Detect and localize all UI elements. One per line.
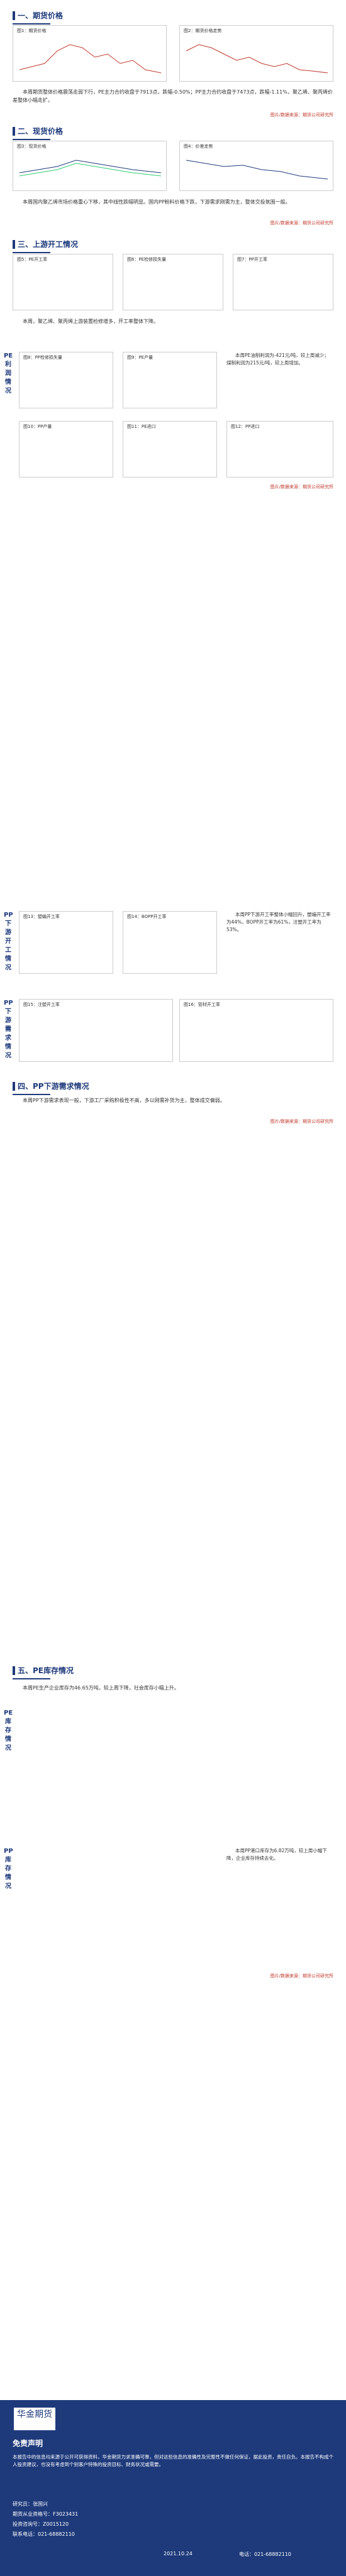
chart-title: 图15：注塑开工率 <box>23 1002 60 1007</box>
title-bar-icon <box>13 126 15 136</box>
chart-title: 图4：价差走势 <box>184 144 213 149</box>
section-inventory: 五、PE库存情况 本周PE生产企业库存为46.65万吨，较上周下降，社会库存小幅… <box>0 1659 346 2400</box>
section-spot: 二、现货价格 图3：现货价格 图4：价差走势 本周国内聚乙烯市场价格重心下移，其… <box>0 119 346 232</box>
chart-title: 图7：PP开工率 <box>237 257 267 262</box>
futures-chart-2-plot <box>186 44 328 74</box>
upstream-paragraph: 本周，聚乙烯、聚丙烯上游装置检修增多，开工率整体下降。 <box>23 319 159 324</box>
section-title-inventory: 五、PE库存情况 <box>13 1665 74 1679</box>
upstream-chart-6: 图10：PP产量 <box>19 421 113 478</box>
futures-paragraph: 本周期货整体价格震荡走弱下行，PE主力合约收盘于7913点，跌幅-0.50%；P… <box>13 89 333 103</box>
section-pp-demand: PP下游开工情况 本周PP下游开工率整体小幅回升，塑编开工率为44%，BOPP开… <box>0 905 346 1659</box>
upstream-chart-3: 图7：PP开工率 <box>233 254 333 310</box>
source-note: 图片/数据来源：期货公司研究所 <box>270 484 333 489</box>
chart-title: 图1：期货价格 <box>17 28 47 33</box>
section-title-pp-demand: 四、PP下游需求情况 <box>13 1081 89 1095</box>
chart-title: 图14：BOPP开工率 <box>127 914 167 919</box>
section-title-futures: 一、期货价格 <box>13 10 63 25</box>
company-logo: 华金期货 <box>13 2406 57 2431</box>
source-note: 图片/数据来源：期货公司研究所 <box>270 1119 333 1124</box>
contact-3: 投资咨询号：Z0015120 <box>13 2521 69 2527</box>
pp-inventory-label: PP库存情况 <box>4 1848 13 1890</box>
chart-title: 图2：期货价格走势 <box>184 28 222 33</box>
section-upstream: 三、上游开工情况 图5：PE开工率 图6：PE检修损失量 图7：PP开工率 本周… <box>0 232 346 905</box>
pp-chart-1: 图13：塑编开工率 <box>19 911 113 974</box>
futures-chart-2: 图2：期货价格走势 <box>179 25 333 82</box>
source-note: 图片/数据来源：期货公司研究所 <box>270 1973 333 1978</box>
pp-downstream-label: PP下游开工情况 <box>4 912 13 971</box>
chart-title: 图10：PP产量 <box>23 424 52 429</box>
pe-inventory-label: PE库存情况 <box>4 1710 13 1752</box>
pp-downstream-text: 本周PP下游开工率整体小幅回升，塑编开工率为44%，BOPP开工率为61%，注塑… <box>226 912 331 932</box>
pp-chart-2: 图14：BOPP开工率 <box>123 911 217 974</box>
upstream-chart-4: 图8：PP检修损失量 <box>19 352 113 408</box>
section-title-upstream: 三、上游开工情况 <box>13 239 78 253</box>
chart-title: 图6：PE检修损失量 <box>127 257 167 262</box>
pe-profit-text: 本周PE油制利润为-421元/吨，较上周减少；煤制利润为215元/吨，较上周增加… <box>226 352 329 366</box>
chart-title: 图12：PP进口 <box>231 424 260 429</box>
chart-title: 图3：现货价格 <box>17 144 47 149</box>
upstream-chart-8: 图12：PP进口 <box>226 421 333 478</box>
chart-title: 图13：塑编开工率 <box>23 914 60 919</box>
pp-demand-label: PP下游需求情况 <box>4 1000 13 1059</box>
upstream-chart-5: 图9：PE产量 <box>123 352 217 408</box>
title-bar-icon <box>13 1666 15 1675</box>
footer-phone: 电话：021-68882110 <box>239 2551 291 2557</box>
futures-chart-1: 图1：期货价格 <box>13 25 167 82</box>
section-title-spot: 二、现货价格 <box>13 126 63 140</box>
footer: 华金期货 免责声明 本报告中的信息均来源于公开可获得资料，华金期货力求准确可靠，… <box>0 2400 346 2576</box>
disclaimer-text: 本报告中的信息均来源于公开可获得资料，华金期货力求准确可靠，但对这些信息的准确性… <box>13 2454 333 2467</box>
contact-4: 联系电话：021-68882110 <box>13 2531 75 2537</box>
pp-chart-3: 图15：注塑开工率 <box>19 999 173 1062</box>
pp-demand-paragraph: 本周PP下游需求表现一般，下游工厂采购积极性不高，多以刚需补货为主，整体成交偏弱… <box>23 1098 225 1103</box>
spot-chart-2: 图4：价差走势 <box>179 141 333 191</box>
report-date: 2021.10.24 <box>164 2551 193 2557</box>
spot-chart-1-plot <box>19 160 162 177</box>
title-bar-icon <box>13 239 15 249</box>
inventory-paragraph: 本周PE生产企业库存为46.65万吨，较上周下降，社会库存小幅上升。 <box>23 1685 179 1691</box>
spot-chart-2-plot <box>186 160 328 180</box>
source-note: 图片/数据来源：期货公司研究所 <box>270 221 333 226</box>
upstream-chart-2: 图6：PE检修损失量 <box>123 254 223 310</box>
pe-profit-label: PE利润情况 <box>4 352 13 395</box>
chart-title: 图9：PE产量 <box>127 355 153 360</box>
title-bar-icon <box>13 11 15 20</box>
upstream-chart-7: 图11：PE进口 <box>123 421 217 478</box>
upstream-chart-1: 图5：PE开工率 <box>13 254 113 310</box>
contact-2: 期货从业资格号：F3023431 <box>13 2511 79 2517</box>
pp-chart-4: 图16：管材开工率 <box>179 999 333 1062</box>
chart-title: 图8：PP检修损失量 <box>23 355 62 360</box>
chart-title: 图11：PE进口 <box>127 424 156 429</box>
title-bar-icon <box>13 1081 15 1091</box>
section-futures: 一、期货价格 图1：期货价格 图2：期货价格走势 本周期货整体价格震荡走弱下行，… <box>0 0 346 119</box>
futures-chart-1-plot <box>19 44 162 74</box>
chart-title: 图5：PE开工率 <box>17 257 48 262</box>
source-note: 图片/数据来源：期货公司研究所 <box>270 112 333 117</box>
spot-chart-1: 图3：现货价格 <box>13 141 167 191</box>
contact-1: 研究员：张国兴 <box>13 2501 48 2507</box>
spot-paragraph: 本周国内聚乙烯市场价格重心下移，其中线性跌幅明显。国内PP粉料价格下跌，下游需求… <box>23 199 291 205</box>
disclaimer-title: 免责声明 <box>13 2439 43 2448</box>
chart-title: 图16：管材开工率 <box>184 1002 220 1007</box>
pp-inventory-text: 本周PP港口库存为6.82万吨，较上周小幅下降，企业库存持续去化。 <box>226 1848 327 1861</box>
